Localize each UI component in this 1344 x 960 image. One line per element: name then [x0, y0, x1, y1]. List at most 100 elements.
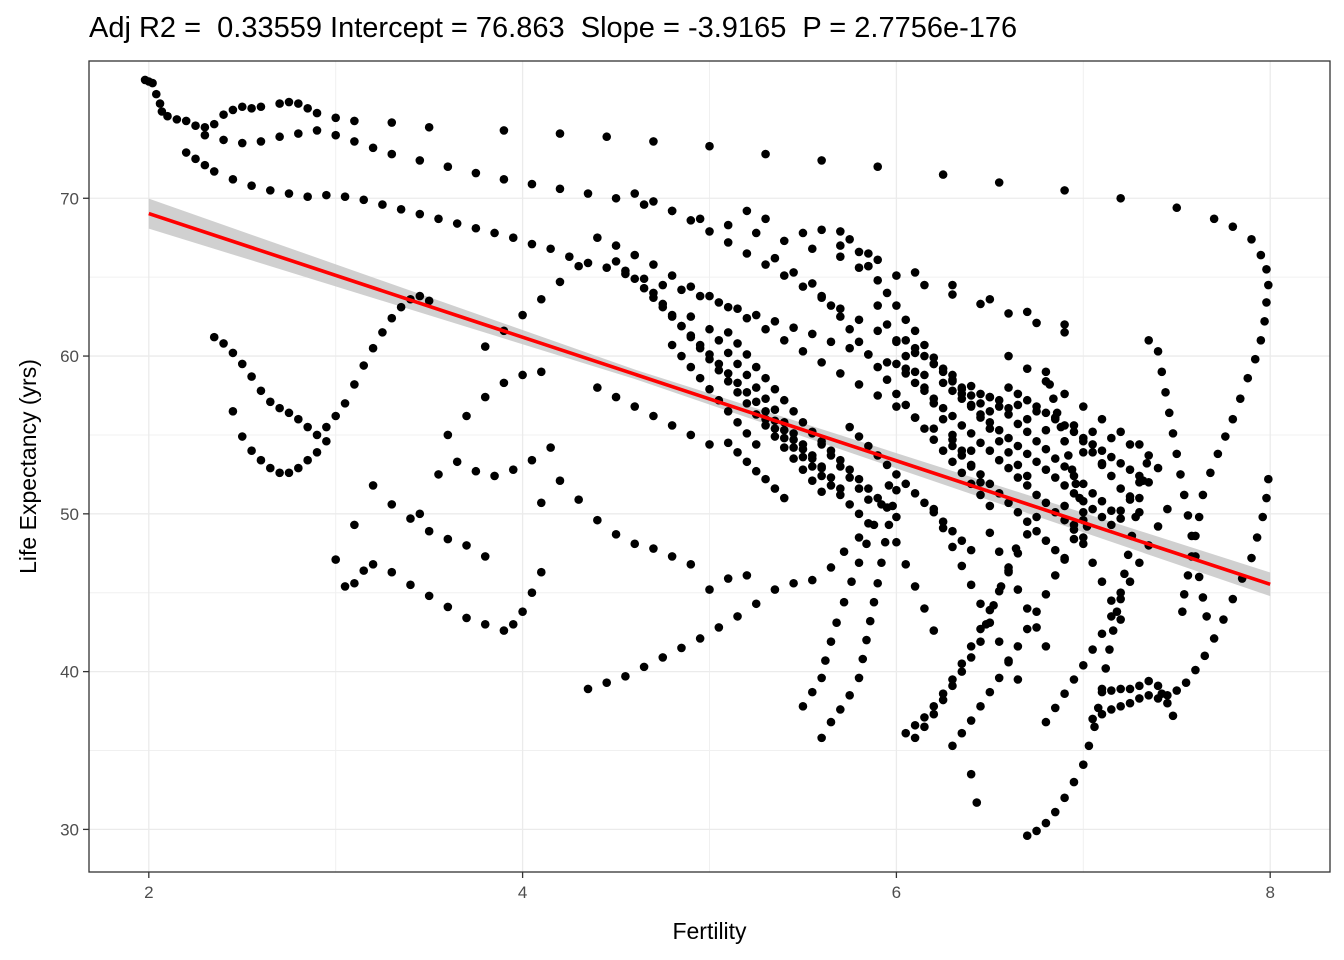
data-point: [546, 244, 555, 254]
data-point: [798, 465, 808, 474]
data-point: [789, 429, 798, 438]
data-point: [751, 310, 761, 320]
data-point: [779, 433, 789, 443]
data-point: [518, 310, 527, 320]
data-point: [1067, 465, 1077, 474]
data-point: [256, 455, 266, 465]
data-point: [826, 717, 836, 727]
data-point: [200, 130, 210, 140]
data-point: [957, 659, 967, 669]
data-point: [966, 381, 976, 391]
data-point: [854, 337, 864, 347]
data-point: [649, 544, 658, 553]
data-point: [770, 253, 780, 263]
data-point: [415, 291, 425, 301]
data-point: [1052, 408, 1062, 418]
data-point: [630, 402, 640, 411]
data-point: [471, 223, 481, 233]
data-point: [770, 432, 780, 441]
data-point: [845, 324, 854, 334]
data-point: [1090, 722, 1099, 732]
data-point: [1258, 512, 1268, 522]
data-point: [1144, 690, 1154, 700]
data-point: [854, 533, 864, 542]
data-point: [1013, 585, 1023, 594]
data-point: [845, 690, 854, 700]
data-point: [892, 402, 901, 411]
data-point: [499, 626, 509, 635]
x-tick-label: 4: [518, 883, 527, 902]
y-axis-ticks: 30 40 50 60 70: [60, 189, 89, 839]
data-point: [714, 298, 724, 307]
data-point: [1198, 490, 1208, 500]
data-point: [976, 470, 985, 479]
data-point: [452, 457, 462, 467]
regression-layer: [148, 211, 1271, 587]
y-tick-label: 60: [60, 347, 79, 366]
data-point: [882, 320, 892, 329]
data-point: [994, 402, 1004, 411]
data-point: [869, 597, 879, 607]
data-point: [191, 121, 200, 130]
data-point: [247, 181, 256, 190]
data-point: [733, 447, 742, 457]
minor-gridlines: [89, 61, 1330, 872]
data-point: [1078, 533, 1088, 542]
data-point: [1032, 318, 1041, 328]
data-point: [1107, 705, 1116, 714]
data-point: [387, 500, 397, 509]
data-point: [723, 238, 733, 247]
data-point: [807, 244, 817, 254]
data-point: [994, 455, 1004, 465]
data-point: [751, 440, 761, 449]
data-point: [1107, 520, 1116, 530]
data-point: [966, 642, 976, 651]
data-point: [910, 413, 920, 422]
data-point: [1107, 433, 1116, 443]
data-point: [938, 414, 948, 424]
data-point: [751, 228, 761, 238]
y-tick-label: 30: [60, 820, 79, 839]
data-point: [817, 358, 826, 367]
data-point: [1168, 711, 1178, 721]
data-point: [1179, 590, 1189, 599]
data-point: [1116, 588, 1125, 598]
data-point: [1157, 689, 1167, 699]
data-point: [761, 373, 770, 383]
data-point: [1078, 402, 1088, 411]
data-point: [864, 261, 873, 271]
data-point: [359, 361, 369, 370]
data-point: [1032, 512, 1041, 522]
data-point: [415, 509, 425, 519]
data-point: [1260, 317, 1269, 326]
data-point: [910, 489, 920, 498]
data-point: [1060, 793, 1069, 803]
data-point: [1179, 490, 1189, 500]
data-point: [817, 471, 826, 481]
data-point: [387, 118, 397, 127]
data-point: [901, 400, 911, 410]
data-point: [1191, 665, 1200, 675]
data-point: [742, 388, 752, 397]
data-point: [985, 528, 995, 538]
data-point: [882, 288, 892, 298]
data-point: [742, 370, 752, 380]
data-point: [714, 365, 724, 375]
data-point: [901, 315, 911, 325]
data-point: [733, 612, 742, 621]
data-point: [948, 675, 957, 684]
data-point: [892, 512, 901, 522]
data-point: [1088, 427, 1097, 437]
x-axis-ticks: 2 4 6 8: [144, 872, 1275, 902]
data-point: [350, 137, 359, 146]
data-point: [1060, 328, 1069, 337]
data-point: [920, 713, 929, 722]
data-point: [901, 728, 911, 738]
data-point: [1064, 451, 1073, 460]
data-point: [1069, 489, 1079, 498]
data-point: [1194, 512, 1204, 522]
regression-line: [148, 211, 1271, 587]
data-point: [480, 392, 490, 402]
data-point: [574, 495, 583, 504]
data-point: [157, 107, 167, 116]
